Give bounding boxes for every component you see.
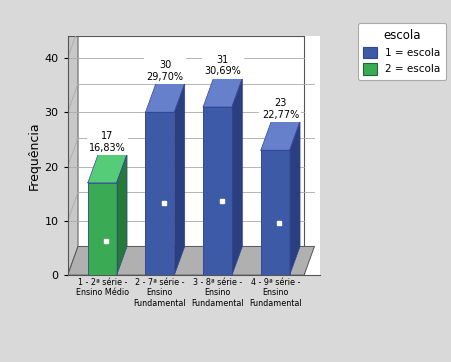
Polygon shape — [203, 78, 242, 107]
Polygon shape — [68, 8, 314, 36]
Polygon shape — [88, 154, 127, 183]
Polygon shape — [68, 8, 78, 275]
Polygon shape — [146, 84, 185, 112]
Polygon shape — [146, 112, 175, 275]
Polygon shape — [232, 78, 242, 275]
Polygon shape — [290, 122, 300, 275]
Polygon shape — [68, 247, 314, 275]
Text: 17
16,83%: 17 16,83% — [89, 131, 126, 152]
Legend: 1 = escola, 2 = escola: 1 = escola, 2 = escola — [358, 23, 446, 80]
Polygon shape — [117, 154, 127, 275]
Text: 30
29,70%: 30 29,70% — [147, 60, 184, 82]
Polygon shape — [261, 150, 290, 275]
Polygon shape — [203, 107, 232, 275]
Y-axis label: Frequência: Frequência — [28, 121, 40, 190]
Polygon shape — [88, 183, 117, 275]
Polygon shape — [261, 122, 300, 150]
Text: 31
30,69%: 31 30,69% — [204, 55, 241, 76]
Text: 23
22,77%: 23 22,77% — [262, 98, 299, 120]
Polygon shape — [175, 84, 185, 275]
